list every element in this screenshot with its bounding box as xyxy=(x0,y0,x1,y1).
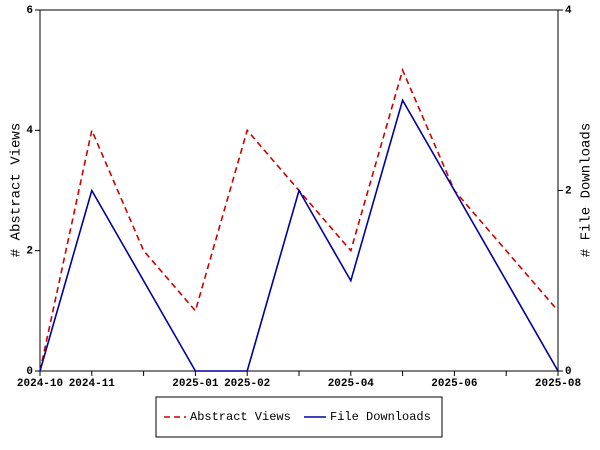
y-tick-label: 0 xyxy=(26,366,33,378)
legend-label: File Downloads xyxy=(330,410,431,424)
x-tick-label: 2025-08 xyxy=(535,378,582,390)
y-tick-label: 2 xyxy=(26,246,33,258)
y-tick-label: 6 xyxy=(26,5,33,17)
y2-axis-title: # File Downloads xyxy=(579,123,595,257)
legend-box xyxy=(155,396,443,438)
y-tick-label: 4 xyxy=(26,125,33,137)
y-axis-title: # Abstract Views xyxy=(9,123,25,257)
series-line xyxy=(39,98,559,372)
series-line xyxy=(39,67,559,372)
x-tick-label: 2024-10 xyxy=(17,378,63,390)
x-tick-label: 2025-01 xyxy=(172,378,219,390)
x-tick-label: 2025-06 xyxy=(431,378,477,390)
y2-tick-label: 4 xyxy=(565,5,572,17)
x-tick-label: 2025-04 xyxy=(328,378,375,390)
y2-tick-label: 2 xyxy=(565,185,572,197)
y2-tick-label: 0 xyxy=(565,366,572,378)
x-tick-label: 2025-02 xyxy=(224,378,270,390)
legend-label: Abstract Views xyxy=(190,410,291,424)
x-tick-label: 2024-11 xyxy=(69,378,116,390)
